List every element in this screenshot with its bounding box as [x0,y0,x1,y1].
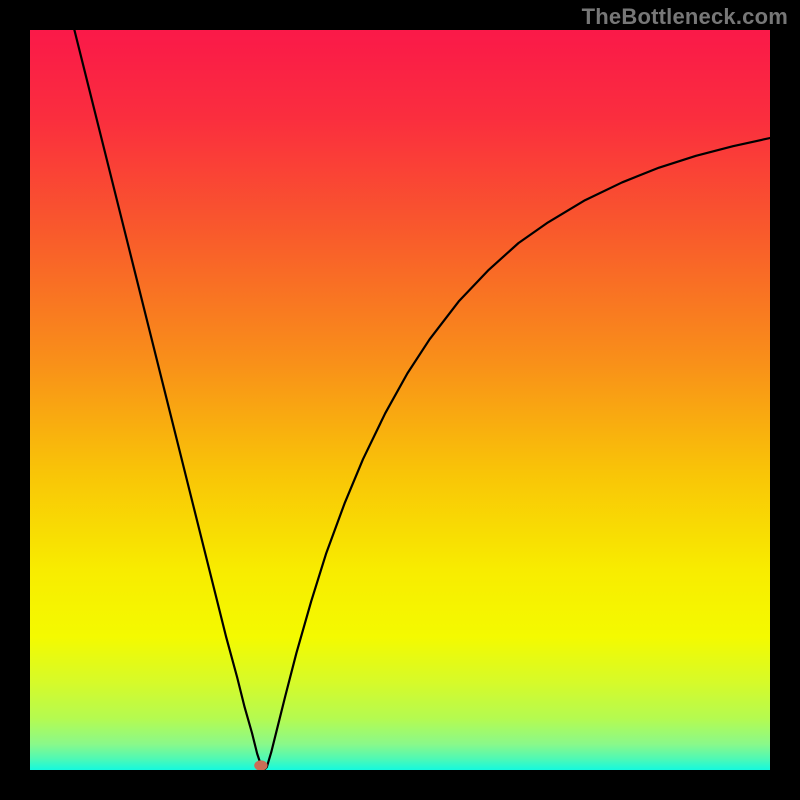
watermark-text: TheBottleneck.com [582,4,788,30]
chart-frame: TheBottleneck.com [0,0,800,800]
plot-area [30,30,770,770]
plot-svg [30,30,770,770]
plot-background [30,30,770,770]
